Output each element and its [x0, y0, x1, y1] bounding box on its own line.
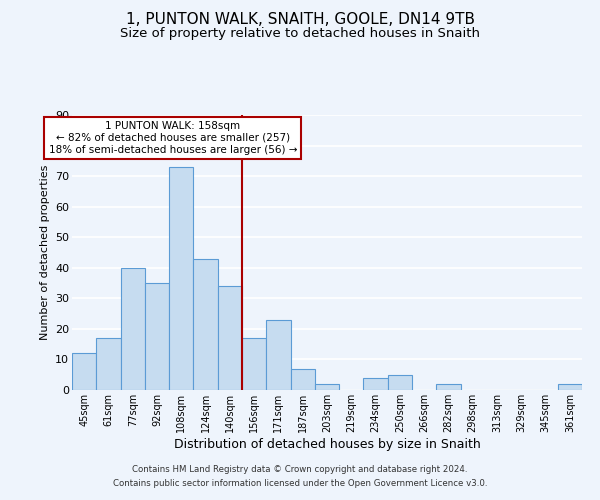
Text: 1, PUNTON WALK, SNAITH, GOOLE, DN14 9TB: 1, PUNTON WALK, SNAITH, GOOLE, DN14 9TB [125, 12, 475, 28]
Bar [218, 286, 242, 390]
Text: Size of property relative to detached houses in Snaith: Size of property relative to detached ho… [120, 28, 480, 40]
Text: 1 PUNTON WALK: 158sqm
← 82% of detached houses are smaller (257)
18% of semi-det: 1 PUNTON WALK: 158sqm ← 82% of detached … [49, 122, 297, 154]
Bar [193, 258, 218, 390]
Bar [364, 378, 388, 390]
Bar [121, 268, 145, 390]
Bar [436, 384, 461, 390]
Bar [145, 283, 169, 390]
Bar [388, 374, 412, 390]
Bar [266, 320, 290, 390]
Bar [96, 338, 121, 390]
Bar [315, 384, 339, 390]
Bar [72, 354, 96, 390]
Bar [558, 384, 582, 390]
Bar [290, 368, 315, 390]
X-axis label: Distribution of detached houses by size in Snaith: Distribution of detached houses by size … [173, 438, 481, 450]
Bar [169, 167, 193, 390]
Y-axis label: Number of detached properties: Number of detached properties [40, 165, 50, 340]
Bar [242, 338, 266, 390]
Text: Contains HM Land Registry data © Crown copyright and database right 2024.
Contai: Contains HM Land Registry data © Crown c… [113, 466, 487, 487]
